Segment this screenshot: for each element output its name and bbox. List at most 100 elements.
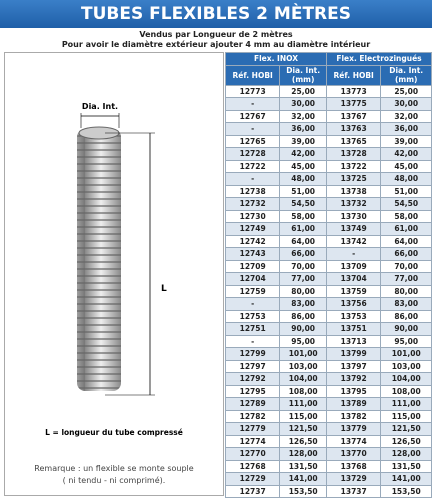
cell: 54,50 — [380, 197, 432, 211]
cell: 13738 — [325, 184, 382, 198]
cell: 115,00 — [279, 409, 327, 423]
cell: 13768 — [325, 459, 382, 473]
cell: 13728 — [325, 147, 382, 161]
row: 12779 121,50 13779 121,50 — [224, 422, 432, 436]
cell: 13797 — [325, 359, 382, 373]
row: -36,00 13763 36,00 — [224, 122, 432, 136]
row: 12704 77,00 13704 77,00 — [224, 272, 432, 286]
cell: 13742 — [325, 234, 382, 248]
cell: 66,00 — [380, 247, 432, 261]
cell: 51,00 — [279, 184, 327, 198]
cell: 12773 — [224, 84, 281, 98]
row: 12765 39,00 13765 39,00 — [224, 134, 432, 148]
row: 12797 103,00 13797 103,00 — [224, 359, 432, 373]
cell: 80,00 — [279, 284, 327, 298]
row: 12730 58,00 13730 58,00 — [224, 209, 432, 223]
length-label: L — [161, 284, 167, 294]
cell: 12789 — [224, 397, 281, 411]
cell: 12730 — [224, 209, 281, 223]
cell: 13763 — [325, 122, 382, 136]
cell: 13779 — [325, 422, 382, 436]
cell: 131,50 — [279, 459, 327, 473]
cell: 13773 — [325, 84, 382, 98]
cell: 13799 — [325, 347, 382, 361]
cell: 12753 — [224, 309, 281, 323]
cell: 42,00 — [380, 147, 432, 161]
cell: 13713 — [325, 334, 382, 348]
row: 12799 101,00 13799 101,00 — [224, 347, 432, 361]
cell: 86,00 — [279, 309, 327, 323]
table: Flex. INOX Flex. Electrozingués Réf. HOB… — [224, 52, 432, 498]
cell: 12795 — [224, 384, 281, 398]
row: 12767 32,00 13767 32,00 — [224, 109, 432, 123]
cell: 12742 — [224, 234, 281, 248]
tube-drawing: Dia. Int. L L = longueur du tube compres… — [34, 102, 193, 485]
cell: 103,00 — [380, 359, 432, 373]
cell: 103,00 — [279, 359, 327, 373]
row: 12722 45,00 13722 45,00 — [224, 159, 432, 173]
cell: 77,00 — [279, 272, 327, 286]
cell: 13767 — [325, 109, 382, 123]
cell: 83,00 — [279, 297, 327, 311]
cell: 12779 — [224, 422, 281, 436]
note: Pour avoir le diamètre extérieur ajouter… — [61, 40, 371, 49]
cell: 108,00 — [380, 384, 432, 398]
cell: - — [224, 334, 281, 348]
cell: 13756 — [325, 297, 382, 311]
row: 12738 51,00 13738 51,00 — [224, 184, 432, 198]
row: 12743 66,00-66,00 — [224, 247, 432, 261]
cell: 45,00 — [380, 159, 432, 173]
cell: 12767 — [224, 109, 281, 123]
row: -30,00 13775 30,00 — [224, 97, 432, 111]
subtitle: Vendus par Longueur de 2 mètres Pour avoi… — [0, 30, 432, 50]
cell: 48,00 — [279, 172, 327, 186]
cell: 32,00 — [279, 109, 327, 123]
cell: 58,00 — [380, 209, 432, 223]
cell: 80,00 — [380, 284, 432, 298]
cell: 126,50 — [380, 434, 432, 448]
cell: 13795 — [325, 384, 382, 398]
cell: 61,00 — [279, 222, 327, 236]
row: 12759 80,00 13759 80,00 — [224, 284, 432, 298]
cell: - — [325, 247, 382, 261]
row: 12782 115,00 13782 115,00 — [224, 409, 432, 423]
cell: 36,00 — [279, 122, 327, 136]
row: 12789 111,00 13789 111,00 — [224, 397, 432, 411]
cell: 13774 — [325, 434, 382, 448]
cell: 32,00 — [380, 109, 432, 123]
cell: 30,00 — [279, 97, 327, 111]
cell: 12738 — [224, 184, 281, 198]
cell: 13725 — [325, 172, 382, 186]
group-header: Flex. Electrozingués — [325, 52, 432, 66]
cell: 70,00 — [380, 259, 432, 273]
row: 12768 131,50 13768 131,50 — [224, 459, 432, 473]
cell: 13751 — [325, 322, 382, 336]
row: 12728 42,00 13728 42,00 — [224, 147, 432, 161]
row: 12774 126,50 13774 126,50 — [224, 434, 432, 448]
cell: 101,00 — [279, 347, 327, 361]
column-header: Réf. HOBI — [325, 64, 382, 86]
cell: 121,50 — [380, 422, 432, 436]
cell: 12737 — [224, 484, 281, 498]
cell: 13789 — [325, 397, 382, 411]
row: 12792 104,00 13792 104,00 — [224, 372, 432, 386]
cell: 25,00 — [279, 84, 327, 98]
cell: 108,00 — [279, 384, 327, 398]
cell: 13782 — [325, 409, 382, 423]
cell: 12728 — [224, 147, 281, 161]
cell: 13709 — [325, 259, 382, 273]
cell: 70,00 — [279, 259, 327, 273]
cell: 95,00 — [380, 334, 432, 348]
cell: 25,00 — [380, 84, 432, 98]
group-header: Flex. INOX — [225, 52, 327, 66]
cell: 104,00 — [380, 372, 432, 386]
cell: 51,00 — [380, 184, 432, 198]
title: TUBES FLEXIBLES 2 MÈTRES — [0, 0, 432, 28]
cell: 13753 — [325, 309, 382, 323]
cell: 153,50 — [279, 484, 327, 498]
cell: 64,00 — [380, 234, 432, 248]
cell: 54,50 — [279, 197, 327, 211]
column-header: Dia. Int. (mm) — [380, 64, 432, 86]
cell: 12797 — [224, 359, 281, 373]
drawing-panel: Dia. Int. L L = longueur du tube compres… — [4, 52, 224, 496]
